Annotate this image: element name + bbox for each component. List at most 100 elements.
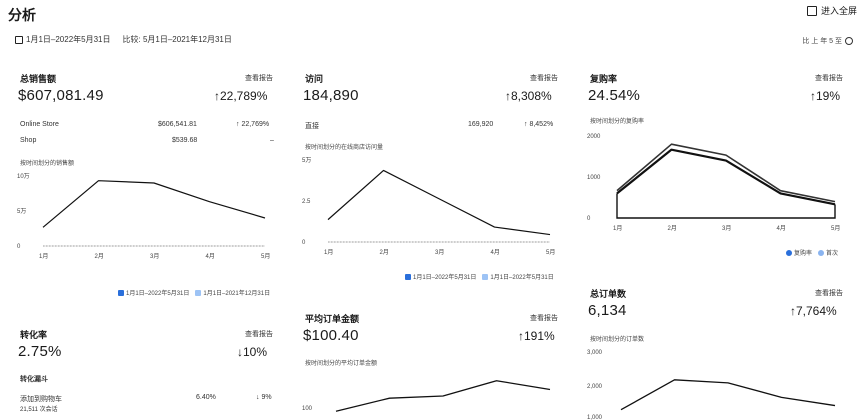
breakdown-change: ↑ 8,452% <box>524 121 554 128</box>
y-tick-label: 2,000 <box>587 384 603 390</box>
x-tick-label: 2月 <box>668 225 677 232</box>
breakdown-name: 直接 <box>305 123 319 130</box>
chart-title: 按时间划分的平均订单金额 <box>305 361 378 367</box>
compare-range-selector[interactable]: 比较: 5月1日–2021年12月31日 <box>123 34 232 45</box>
funnel-step-value: 6.40% <box>196 394 216 401</box>
chart-title: 按时间划分的在线商店访问量 <box>305 145 384 151</box>
metric-value: 184,890 <box>303 87 359 104</box>
chart-title: 按时间划分的销售额 <box>20 161 75 167</box>
y-tick-label: 2000 <box>587 134 601 140</box>
avg-order-chart: 100150 <box>302 380 551 412</box>
metric-value: 24.54% <box>588 87 641 104</box>
y-tick-label: 5万 <box>17 208 26 215</box>
card-label: 复购率 <box>590 74 618 84</box>
breakdown-name: Online Store <box>20 121 59 128</box>
y-tick-label: 0 <box>302 240 306 246</box>
y-tick-label: 1,000 <box>587 415 603 420</box>
info-icon <box>845 37 853 45</box>
x-tick-label: 4月 <box>206 253 215 260</box>
metric-change: ↑22,789% <box>214 89 268 103</box>
metric-change: ↑19% <box>810 89 841 103</box>
metric-change: ↑8,308% <box>505 89 552 103</box>
x-tick-label: 3月 <box>435 249 444 256</box>
y-tick-label: 5万 <box>302 157 311 164</box>
card-label: 总销售额 <box>20 74 57 84</box>
x-tick-label: 5月 <box>261 253 270 260</box>
y-tick-label: 0 <box>17 244 21 250</box>
card-label: 总订单数 <box>590 289 627 299</box>
legend-item: 1月1日–2021年12月31日 <box>195 288 270 297</box>
x-tick-label: 2月 <box>380 249 389 256</box>
breakdown-value: $539.68 <box>172 137 198 144</box>
zoom-label: 比 上 年 5 至 <box>802 38 842 45</box>
series-line <box>327 169 551 236</box>
x-tick-label: 3月 <box>150 253 159 260</box>
date-filter-bar: 1月1日–2022年5月31日 比较: 5月1日–2021年12月31日 <box>15 34 232 45</box>
page-title: 分析 <box>8 7 36 23</box>
series-line <box>335 380 551 412</box>
x-tick-label: 5月 <box>546 249 555 256</box>
chart-title: 按时间划分的订单数 <box>590 337 645 343</box>
breakdown-value: $606,541.81 <box>158 121 197 128</box>
metric-change: ↑191% <box>518 329 555 343</box>
area-outline <box>616 193 836 219</box>
funnel-step-name: 添加到购物车 <box>20 396 62 403</box>
zoom-control[interactable]: 比 上 年 5 至 <box>802 36 853 46</box>
card-label: 转化率 <box>20 330 48 340</box>
view-report-link[interactable]: 查看报告 <box>530 75 558 82</box>
view-report-link[interactable]: 查看报告 <box>815 290 843 297</box>
x-tick-label: 4月 <box>777 225 786 232</box>
legend-item: 复购率 <box>786 248 812 257</box>
series-line <box>620 379 836 411</box>
y-tick-label: 2.5 <box>302 199 311 205</box>
breakdown-change: ↑ 22,769% <box>236 121 270 128</box>
x-tick-label: 4月 <box>491 249 500 256</box>
series-line <box>42 180 266 228</box>
y-tick-label: 1000 <box>587 175 601 181</box>
date-range-selector[interactable]: 1月1日–2022年5月31日 <box>15 34 111 45</box>
x-tick-label: 1月 <box>324 249 333 256</box>
total-orders-chart: 1,000 2,000 3,000 <box>587 350 836 420</box>
breakdown-value: 169,920 <box>468 121 494 128</box>
view-report-link[interactable]: 查看报告 <box>530 315 558 322</box>
metric-value: 6,134 <box>588 302 627 319</box>
legend-item: 1月1日–2022年5月31日 <box>482 272 554 281</box>
legend-item: 1月1日–2022年5月31日 <box>405 272 476 281</box>
metric-change: ↓10% <box>237 345 268 359</box>
view-report-link[interactable]: 查看报告 <box>245 75 273 82</box>
metric-value: $100.40 <box>303 327 359 344</box>
visits-chart: 0 2.5 5万 1月 2月 3月 4月 5月 <box>302 157 555 256</box>
x-tick-label: 3月 <box>722 225 731 232</box>
card-label: 访问 <box>305 74 324 84</box>
breakdown-name: Shop <box>20 137 37 144</box>
metric-value: $607,081.49 <box>18 87 104 104</box>
y-tick-label: 10万 <box>17 173 30 180</box>
metric-change: ↑7,764% <box>790 304 837 318</box>
chart-legend: 1月1日–2022年5月31日 1月1日–2021年12月31日 <box>118 288 270 297</box>
funnel-subhead: 转化漏斗 <box>20 376 48 383</box>
series-line <box>616 148 836 206</box>
funnel-step-note: 21,511 次会话 <box>20 407 58 413</box>
y-tick-label: 100 <box>302 406 313 412</box>
x-tick-label: 5月 <box>831 225 840 232</box>
x-tick-label: 1月 <box>613 225 622 232</box>
series-line <box>616 143 836 203</box>
card-label: 平均订单金额 <box>305 314 360 324</box>
x-tick-label: 2月 <box>95 253 104 260</box>
chart-legend: 复购率 首次 <box>786 248 838 257</box>
view-report-link[interactable]: 查看报告 <box>245 331 273 338</box>
fullscreen-button[interactable]: 进入全屏 <box>806 4 857 17</box>
repeat-rate-chart: 0 1000 2000 1月 2月 3月 4月 5月 <box>587 134 840 232</box>
chart-title: 按时间划分的复购率 <box>590 119 645 125</box>
legend-item: 1月1日–2022年5月31日 <box>118 288 189 297</box>
fullscreen-label: 进入全屏 <box>820 6 857 16</box>
sales-chart: 0 5万 10万 1月 2月 3月 4月 5月 <box>17 173 270 260</box>
breakdown-change: – <box>270 137 274 144</box>
y-tick-label: 3,000 <box>587 350 603 356</box>
funnel-step-change: ↓ 9% <box>256 394 272 401</box>
metric-value: 2.75% <box>18 343 62 360</box>
x-tick-label: 1月 <box>39 253 48 260</box>
view-report-link[interactable]: 查看报告 <box>815 75 843 82</box>
date-range-label: 1月1日–2022年5月31日 <box>26 35 111 44</box>
fullscreen-icon <box>806 5 817 16</box>
